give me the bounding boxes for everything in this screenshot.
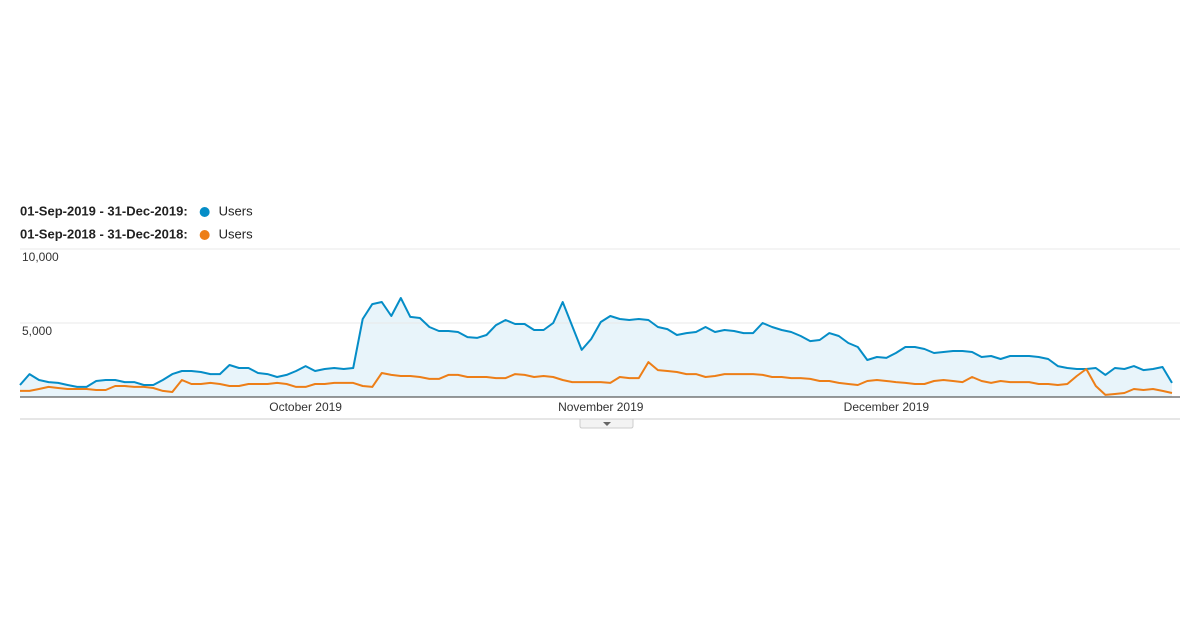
y-tick-label: 10,000 <box>22 250 59 264</box>
legend-label: Users <box>219 226 253 241</box>
legend-label: Users <box>219 203 253 218</box>
x-tick-label: October 2019 <box>269 400 342 414</box>
area <box>20 298 1172 397</box>
expand-arrow[interactable] <box>603 422 611 426</box>
legend-period: 01-Sep-2019 - 31-Dec-2019: <box>20 203 188 218</box>
legend-period: 01-Sep-2018 - 31-Dec-2018: <box>20 226 188 241</box>
x-tick-label: December 2019 <box>844 400 930 414</box>
x-tick-label: November 2019 <box>558 400 644 414</box>
line <box>19 297 1173 388</box>
y-tick-label: 5,000 <box>22 324 52 338</box>
line <box>20 361 1173 396</box>
legend-swatch <box>199 207 210 217</box>
legend-swatch <box>199 230 210 240</box>
